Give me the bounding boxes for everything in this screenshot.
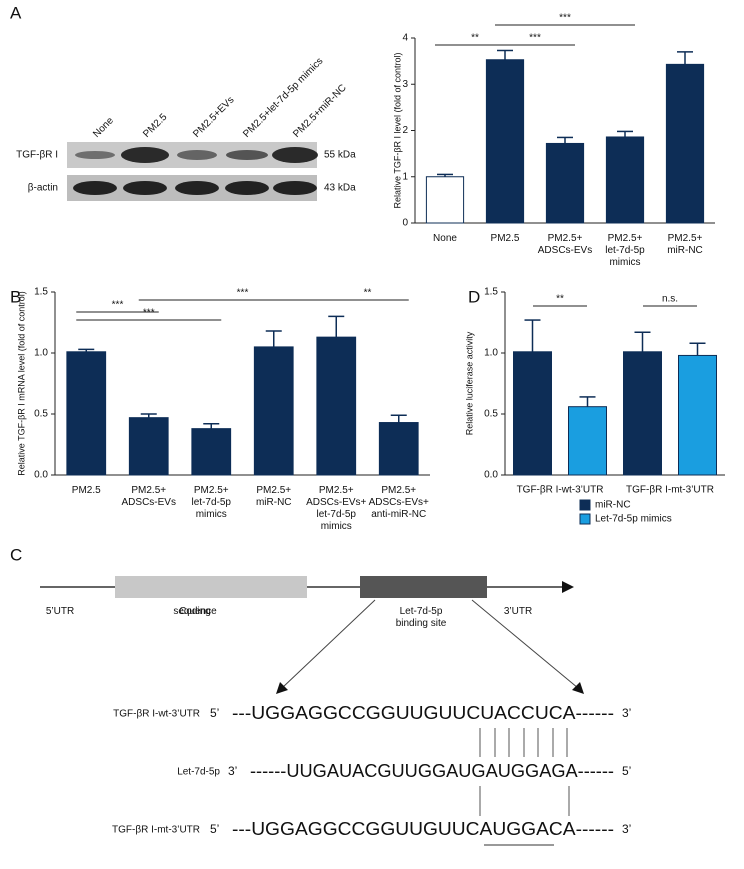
row-label: TGF-βR I-wt-3’UTR — [113, 709, 200, 720]
bar — [191, 428, 232, 476]
sequence: ---UGGAGGCCGGUUGUUCAUGGACA------ — [232, 819, 614, 839]
x-tick-label: PM2.5+ let-7d-5p mimics — [605, 233, 645, 268]
coding-box — [115, 576, 307, 598]
sequence: ------UUGAUACGUUGGAUGAUGGAGA------ — [250, 761, 614, 781]
region-label: 5’UTR — [46, 606, 74, 617]
binding-box — [360, 576, 487, 598]
lane-label: PM2.5+let-7d-5p mimics — [241, 56, 325, 140]
prime-label: 3’ — [228, 764, 237, 778]
significance-label: *** — [559, 13, 571, 24]
bar — [568, 406, 607, 476]
y-tick-label: 2 — [402, 125, 408, 136]
bar — [678, 354, 717, 476]
bar — [378, 422, 419, 476]
panel-label: C — [10, 545, 22, 564]
x-tick-label: TGF-βR I-mt-3’UTR — [626, 485, 714, 496]
lane-label: PM2.5+EVs — [191, 95, 236, 140]
blot-size-label: 55 kDa — [324, 150, 356, 161]
significance-label: ** — [364, 288, 372, 299]
y-axis-label: Relative TGF-βR I mRNA level (fold of co… — [16, 291, 26, 476]
x-tick-label: PM2.5+ ADSCs-EVs — [122, 485, 176, 508]
blot-row-label: TGF-βR I — [16, 150, 58, 161]
bar — [425, 176, 465, 224]
y-tick-label: 1.0 — [34, 348, 48, 359]
y-tick-label: 1.0 — [484, 348, 498, 359]
significance-label: n.s. — [662, 294, 678, 305]
y-tick-label: 1.5 — [484, 287, 498, 298]
y-tick-label: 0.0 — [34, 470, 48, 481]
y-axis-label: Relative luciferase activity — [464, 331, 474, 435]
arrow — [471, 599, 579, 689]
sequence: ---UGGAGGCCGGUUGUUCUACCUCA------ — [232, 703, 614, 723]
x-tick-label: PM2.5+ ADSCs-EVs — [538, 233, 592, 256]
x-tick-label: PM2.5+ ADSCs-EVs+ let-7d-5p mimics — [306, 485, 366, 532]
significance-label: *** — [237, 288, 249, 299]
prime-label: 3’ — [622, 706, 631, 720]
x-tick-label: None — [433, 233, 457, 244]
arrowhead — [572, 682, 584, 694]
prime-label: 5’ — [210, 822, 219, 836]
significance-label: *** — [529, 33, 541, 44]
significance-label: ** — [471, 33, 479, 44]
bar — [545, 142, 585, 224]
y-tick-label: 4 — [402, 33, 408, 44]
bar — [128, 417, 169, 476]
lane-label: PM2.5 — [141, 111, 170, 140]
blot-size-label: 43 kDa — [324, 183, 356, 194]
legend-swatch — [579, 499, 591, 511]
x-tick-label: PM2.5+ miR-NC — [667, 233, 703, 256]
y-tick-label: 0 — [402, 218, 408, 229]
y-tick-label: 0.0 — [484, 470, 498, 481]
region-label: Codingsequence — [173, 606, 217, 617]
prime-label: 5’ — [210, 706, 219, 720]
region-label: Let-7d-5p binding site — [396, 606, 447, 629]
y-tick-label: 0.5 — [34, 409, 48, 420]
row-label: Let-7d-5p — [177, 767, 220, 778]
pairing-lines — [479, 728, 570, 816]
x-tick-label: PM2.5+ miR-NC — [256, 485, 292, 508]
bar — [316, 336, 357, 476]
region-label: 3’UTR — [504, 606, 532, 617]
y-tick-label: 0.5 — [484, 409, 498, 420]
y-tick-label: 1 — [402, 171, 408, 182]
x-tick-label: PM2.5 — [72, 485, 101, 496]
y-tick-label: 3 — [402, 79, 408, 90]
lane-label: None — [91, 115, 116, 140]
row-label: TGF-βR I-mt-3’UTR — [112, 825, 200, 836]
arrow — [281, 599, 376, 689]
x-tick-label: PM2.5+ let-7d-5p mimics — [192, 485, 232, 520]
prime-label: 5’ — [622, 764, 631, 778]
bar — [623, 351, 662, 476]
legend-label: miR-NC — [595, 500, 631, 511]
y-tick-label: 1.5 — [34, 287, 48, 298]
panel-label: D — [468, 287, 480, 306]
arrowhead — [562, 581, 574, 593]
legend-label: Let-7d-5p mimics — [595, 514, 672, 525]
x-tick-label: TGF-βR I-wt-3’UTR — [517, 485, 604, 496]
bar — [485, 59, 525, 224]
bar — [253, 346, 294, 476]
blot-bands — [73, 147, 318, 195]
bar — [665, 63, 705, 224]
x-tick-label: PM2.5+ ADSCs-EVs+ anti-miR-NC — [369, 485, 429, 520]
blot-row-label: β-actin — [28, 183, 58, 194]
significance-label: ** — [556, 294, 564, 305]
bar — [513, 351, 552, 476]
panel-label: B — [10, 287, 21, 306]
x-tick-label: PM2.5 — [491, 233, 520, 244]
bar — [605, 136, 645, 224]
y-axis-label: Relative TGF-βR I level (fold of control… — [392, 52, 402, 208]
bar — [66, 351, 107, 476]
arrowhead — [276, 682, 288, 694]
prime-label: 3’ — [622, 822, 631, 836]
legend-swatch — [579, 513, 591, 525]
significance-label: *** — [143, 308, 155, 319]
significance-label: *** — [112, 300, 124, 311]
lane-label: PM2.5+miR-NC — [291, 83, 348, 140]
panel-label: A — [10, 3, 22, 22]
